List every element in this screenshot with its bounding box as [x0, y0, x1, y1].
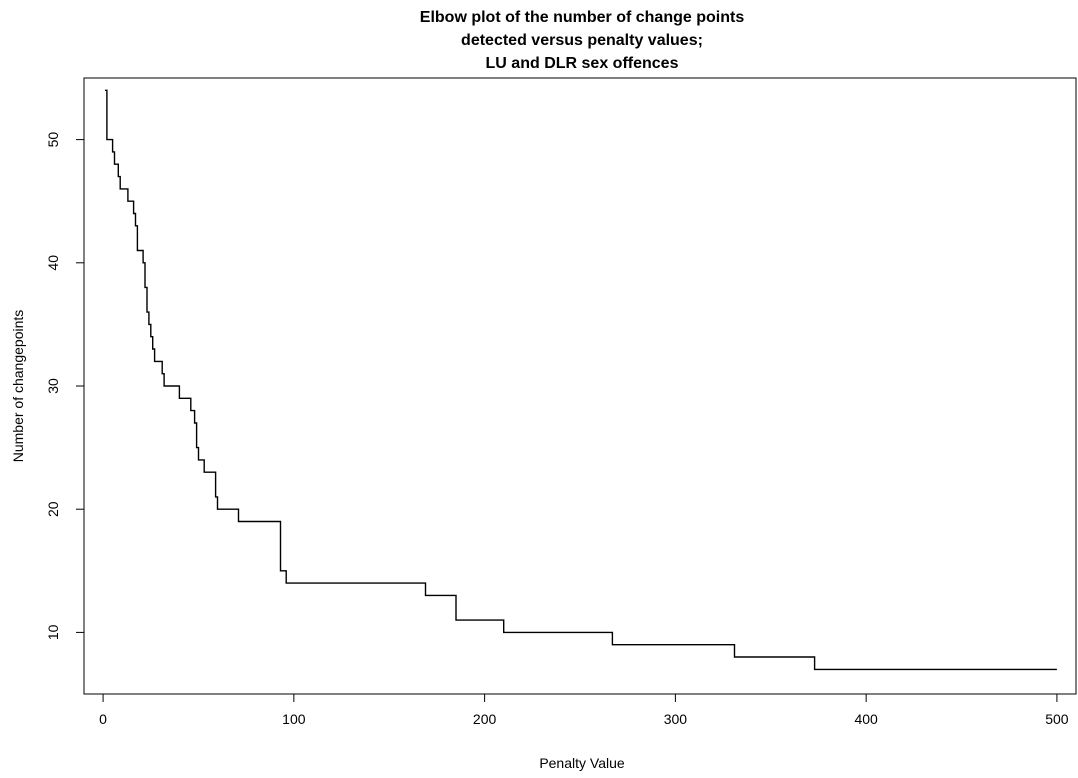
- x-tick-label-3: 300: [664, 711, 688, 727]
- x-tick-label-5: 500: [1045, 711, 1069, 727]
- x-axis: 0 100 200 300 400 500: [99, 693, 1069, 727]
- plot-frame: [83, 77, 1077, 695]
- x-tick-label-2: 200: [473, 711, 497, 727]
- series-line: [105, 89, 1057, 671]
- y-tick-label-1: 20: [45, 501, 61, 517]
- x-tick-label-4: 400: [854, 711, 878, 727]
- x-axis-label: Penalty Value: [539, 755, 625, 771]
- x-tick-label-1: 100: [282, 711, 306, 727]
- y-axis-label: Number of changepoints: [10, 310, 26, 463]
- title-line-3: LU and DLR sex offences: [486, 55, 679, 72]
- y-axis: 10 20 30 40 50: [45, 132, 85, 640]
- chart-title: Elbow plot of the number of change point…: [420, 9, 745, 72]
- title-line-1: Elbow plot of the number of change point…: [420, 9, 745, 26]
- title-line-2: detected versus penalty values;: [461, 32, 703, 49]
- y-tick-label-4: 50: [45, 132, 61, 148]
- y-tick-label-2: 30: [45, 378, 61, 394]
- y-tick-label-0: 10: [45, 624, 61, 640]
- x-tick-label-0: 0: [99, 711, 107, 727]
- y-tick-label-3: 40: [45, 255, 61, 271]
